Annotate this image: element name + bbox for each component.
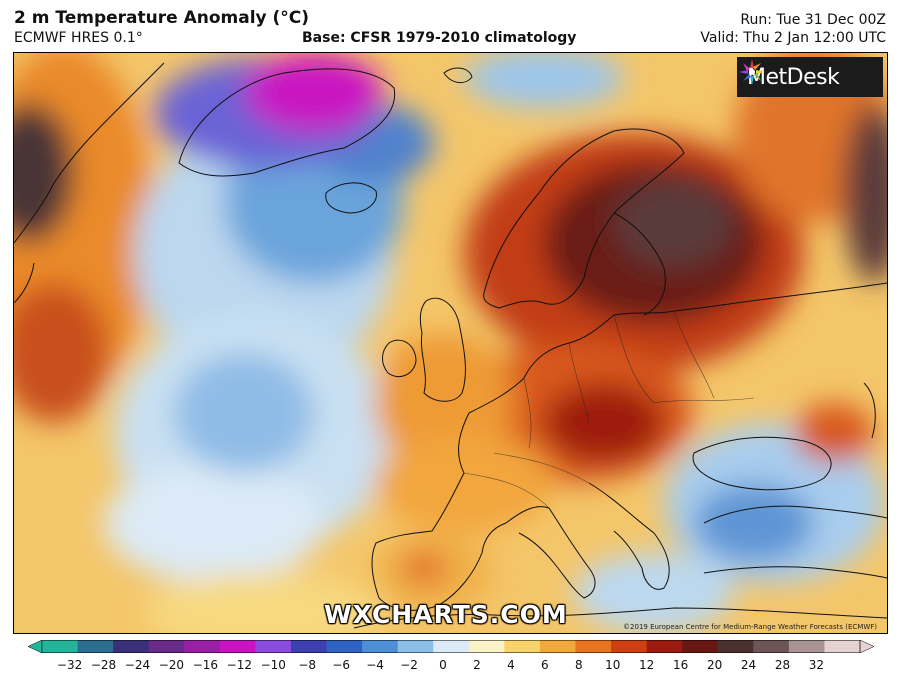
colorbar	[28, 640, 874, 653]
colorbar-tick-label: −28	[90, 658, 117, 672]
colorbar-tick-label: 4	[507, 658, 515, 672]
colorbar-tick-label: 10	[605, 658, 621, 672]
colorbar-segment	[397, 640, 434, 653]
temperature-anomaly-map[interactable]: MetDesk WXCHARTS.COM ©2019 European Cent…	[13, 52, 888, 634]
ecmwf-copyright: ©2019 European Centre for Medium-Range W…	[623, 623, 877, 631]
metdesk-logo-text: MetDesk	[747, 64, 840, 90]
colorbar-tick-label: −6	[332, 658, 350, 672]
colorbar-segment	[148, 640, 185, 653]
colorbar-tick-label: −24	[124, 658, 151, 672]
colorbar-segment	[682, 640, 719, 653]
climatology-base: Base: CFSR 1979-2010 climatology	[302, 30, 577, 46]
colorbar-tick-label: 12	[639, 658, 655, 672]
metdesk-burst-icon	[739, 59, 765, 85]
colorbar-tick-label: −16	[192, 658, 219, 672]
colorbar-segment	[717, 640, 754, 653]
valid-time: Valid: Thu 2 Jan 12:00 UTC	[700, 30, 886, 46]
colorbar-labels: −32 −28 −24 −20 −16 −12 −10 −8 −6 −4 −2 0 2 4 6 8 10 12 16…	[0, 658, 900, 676]
colorbar-tick-label: 24	[740, 658, 757, 672]
coastlines	[14, 62, 887, 629]
colorbar-segment	[646, 640, 683, 653]
colorbar-segment	[362, 640, 399, 653]
colorbar-segment	[504, 640, 541, 653]
colorbar-segment	[575, 640, 612, 653]
colorbar-min-arrow	[28, 640, 43, 653]
colorbar-segment	[539, 640, 576, 653]
colorbar-max-arrow	[859, 640, 874, 653]
run-time: Run: Tue 31 Dec 00Z	[740, 12, 886, 28]
country-borders	[463, 310, 755, 509]
colorbar-tick-label: 16	[672, 658, 689, 672]
colorbar-tick-label: −10	[260, 658, 286, 672]
colorbar-tick-label: −20	[158, 658, 185, 672]
colorbar-segment	[42, 640, 79, 653]
colorbar-segment	[290, 640, 328, 653]
metdesk-logo: MetDesk	[737, 57, 883, 97]
colorbar-tick-label: 6	[541, 658, 549, 672]
colorbar-segment	[611, 640, 648, 653]
anomaly-field	[14, 53, 887, 633]
colorbar-tick-label: 8	[574, 658, 583, 672]
model-name: ECMWF HRES 0.1°	[14, 30, 143, 46]
colorbar-segment	[788, 640, 825, 653]
colorbar-segment	[753, 640, 790, 653]
colorbar-tick-label: 32	[808, 658, 825, 672]
colorbar-tick-label: 0	[439, 658, 447, 672]
colorbar-segment	[824, 640, 861, 653]
colorbar-tick-label: 2	[473, 658, 481, 672]
map-canvas	[14, 53, 887, 633]
colorbar-tick-label: 28	[774, 658, 791, 672]
wxcharts-watermark: WXCHARTS.COM	[324, 600, 568, 629]
colorbar-segment	[184, 640, 221, 653]
colorbar-segment	[219, 640, 256, 653]
colorbar-tick-label: 20	[706, 658, 723, 672]
colorbar-segment	[113, 640, 150, 653]
colorbar-segment	[433, 640, 470, 653]
colorbar-tick-label: −4	[366, 658, 384, 672]
colorbar-tick-label: −32	[56, 658, 83, 672]
colorbar-segment	[326, 640, 363, 653]
colorbar-segment	[77, 640, 114, 653]
colorbar-segment	[255, 640, 292, 653]
colorbar-tick-label: −12	[226, 658, 252, 672]
colorbar-segment	[468, 640, 505, 653]
colorbar-tick-label: −8	[298, 658, 317, 672]
map-title: 2 m Temperature Anomaly (°C)	[14, 8, 310, 28]
colorbar-tick-label: −2	[400, 658, 418, 672]
colorbar-frame	[41, 640, 861, 653]
